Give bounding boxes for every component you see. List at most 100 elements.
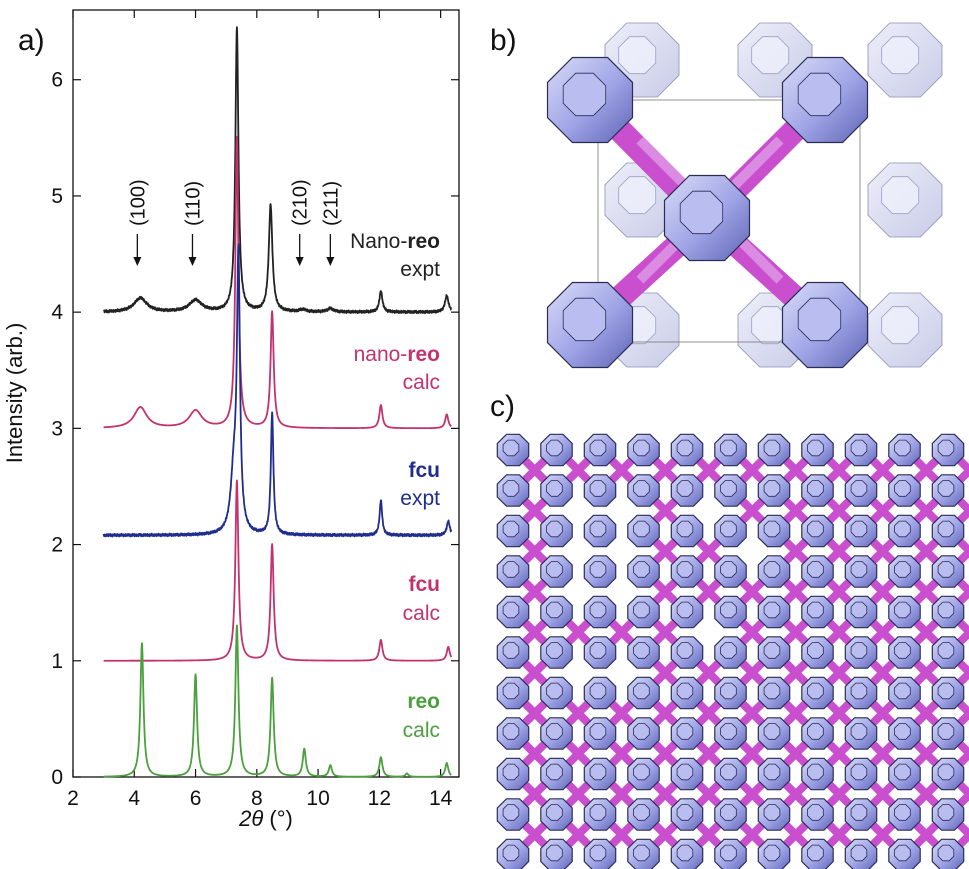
series-label-prefix: Nano- — [350, 230, 407, 253]
linker-strut — [737, 657, 768, 688]
polyhedron-node — [844, 433, 878, 467]
polyhedron-node — [844, 676, 878, 710]
polyhedron-node — [627, 595, 660, 629]
panel-label-a: a) — [18, 24, 45, 57]
polyhedron-node — [496, 474, 530, 507]
linker-strut — [650, 536, 681, 567]
nano-reo-lattice-illustration — [494, 430, 969, 869]
annotation-arrowhead — [188, 257, 197, 266]
linker-strut — [867, 617, 898, 648]
linker-strut — [780, 738, 811, 769]
polyhedron-node — [583, 798, 617, 831]
x-tick-label: 8 — [251, 787, 263, 810]
polyhedron-node — [801, 555, 834, 588]
polyhedron-node — [714, 514, 747, 548]
polyhedron-node — [496, 433, 530, 467]
y-axis-label: Intensity (arb.) — [2, 323, 27, 464]
linker-strut — [650, 455, 681, 486]
polyhedron-node — [888, 636, 921, 669]
linker-strut — [737, 455, 768, 486]
polyhedron-node — [496, 636, 530, 669]
linker-strut — [954, 617, 969, 638]
polyhedron-node — [627, 514, 660, 548]
linker-strut — [519, 617, 550, 648]
polyhedron-node — [844, 838, 878, 869]
linker-strut — [954, 779, 969, 800]
polyhedron-node — [714, 838, 747, 869]
polyhedron-node — [583, 838, 617, 869]
polyhedron-node — [781, 56, 869, 144]
polyhedron-node — [583, 433, 617, 467]
polyhedron-node — [583, 514, 617, 548]
reo-unit-cell-illustration — [546, 22, 943, 369]
series-label-bold: reo — [407, 690, 440, 713]
polyhedron-node — [663, 174, 751, 262]
polyhedron-node — [931, 514, 965, 548]
linker-strut — [954, 708, 969, 729]
linker-strut — [693, 536, 724, 567]
linker-strut — [737, 779, 768, 810]
linker-strut — [954, 576, 969, 597]
polyhedron-node — [757, 555, 791, 588]
series-sublabel: calc — [403, 371, 440, 394]
peak-annotations: (100) (110) (210) (211) — [127, 179, 342, 266]
linker-strut — [867, 576, 898, 607]
linker-strut — [737, 698, 768, 729]
polyhedron-node — [496, 514, 530, 548]
linker-strut — [606, 779, 637, 810]
linker-strut — [911, 657, 942, 688]
linker-strut — [954, 627, 969, 648]
linker-strut — [519, 536, 550, 567]
linker-strut — [650, 779, 681, 810]
polyhedron-node — [801, 676, 834, 710]
x-tick-label: 10 — [306, 787, 329, 810]
polyhedron-node — [757, 838, 791, 869]
polyhedron-node — [546, 56, 634, 144]
linker-strut — [563, 617, 594, 648]
linker-strut — [693, 819, 724, 850]
polyhedron-node — [931, 555, 965, 588]
series-line-2 — [102, 243, 453, 538]
polyhedron-node — [627, 798, 660, 831]
linker-strut — [911, 536, 942, 567]
polyhedron-node — [670, 798, 704, 831]
polyhedron-node — [757, 798, 791, 831]
linker-strut — [737, 495, 768, 526]
polyhedron-node — [583, 636, 617, 669]
linker-strut — [519, 455, 550, 486]
linker-strut — [824, 576, 855, 607]
polyhedron-node — [670, 636, 704, 669]
polyhedron-node — [540, 636, 573, 669]
annotation: (210) — [290, 179, 312, 266]
polyhedron-node — [888, 798, 921, 831]
annotation-label: (210) — [290, 179, 312, 226]
polyhedron-node — [931, 798, 965, 831]
polyhedron-node — [801, 595, 834, 629]
polyhedron-node — [540, 474, 573, 507]
polyhedron-node — [844, 798, 878, 831]
linker-strut — [954, 738, 969, 759]
polyhedron-node — [888, 514, 921, 548]
y-tick-label: 6 — [51, 69, 63, 92]
series-line-4 — [103, 624, 452, 778]
series-labels: Nano-reo expt nano-reo calc fcu expt fcu calc re… — [350, 230, 440, 742]
x-tick-label: 6 — [190, 787, 202, 810]
unit-cell-outline — [597, 99, 861, 343]
polyhedron-node — [627, 757, 660, 791]
polyhedron-node — [757, 433, 791, 467]
y-tick-label: 5 — [51, 185, 63, 208]
linker-strut — [563, 698, 594, 729]
linker-strut — [911, 617, 942, 648]
linker-strut — [954, 819, 969, 840]
polyhedron-node — [844, 474, 878, 507]
polyhedron-node — [931, 838, 965, 869]
polyhedron-node — [867, 162, 943, 238]
linker-strut — [519, 779, 550, 810]
linker-strut — [824, 657, 855, 688]
linker-strut — [606, 698, 637, 729]
polyhedron-node — [888, 717, 921, 750]
polyhedron-node — [583, 595, 617, 629]
